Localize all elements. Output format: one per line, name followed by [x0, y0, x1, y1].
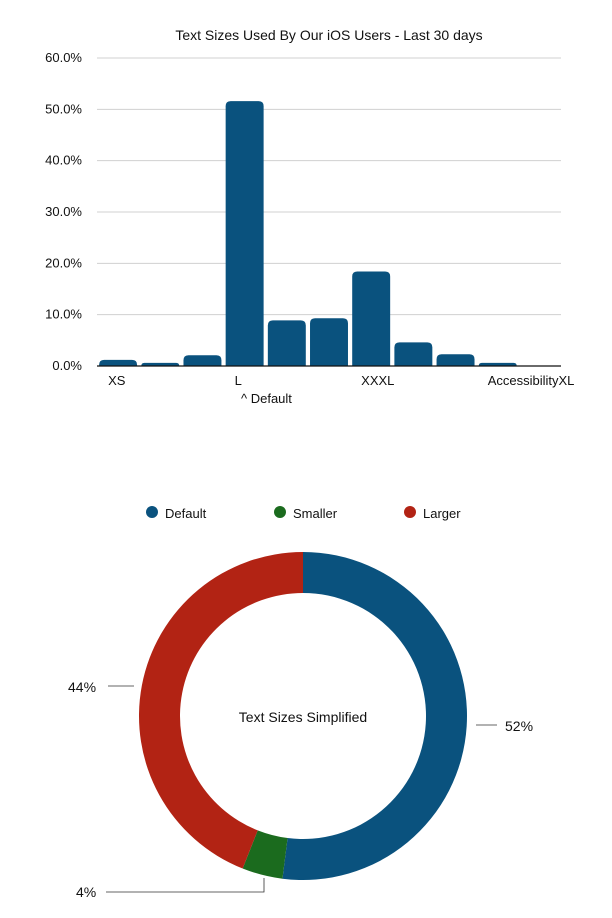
y-tick-label: 50.0% [45, 101, 82, 116]
pie-slice-smaller [242, 830, 288, 879]
legend-entry: Smaller [293, 506, 338, 521]
bar [141, 362, 180, 366]
pie-slice-default [282, 552, 468, 881]
bar-chart-x-axis: XS L XXXL AccessibilityXL [108, 373, 574, 388]
legend-entry: Larger [423, 506, 461, 521]
x-tick-label: AccessibilityXL [488, 373, 575, 388]
bar [478, 362, 517, 366]
bar [267, 320, 306, 366]
bar [99, 359, 138, 366]
bar [352, 271, 391, 366]
default-annotation: ^ Default [241, 391, 292, 406]
x-tick-label: XS [108, 373, 126, 388]
bar [183, 355, 222, 366]
legend-swatch [404, 506, 416, 518]
larger-slice-label: 44% [68, 679, 96, 695]
y-tick-label: 40.0% [45, 153, 82, 168]
bar [310, 318, 348, 366]
x-tick-label: L [235, 373, 242, 388]
bar [436, 354, 475, 366]
pie-slice-larger [138, 552, 303, 869]
smaller-label-leader [106, 878, 265, 893]
y-tick-label: 10.0% [45, 307, 82, 322]
legend-swatch [146, 506, 158, 518]
bar [225, 101, 264, 367]
bar-chart-bars [99, 101, 517, 367]
bar-chart-title: Text Sizes Used By Our iOS Users - Last … [175, 27, 482, 43]
pie-chart-slices [138, 552, 468, 881]
y-tick-label: 60.0% [45, 50, 82, 65]
legend-entry: Default [165, 506, 207, 521]
pie-chart-legend: Default Smaller Larger [146, 506, 461, 521]
smaller-slice-label: 4% [76, 884, 96, 900]
x-tick-label: XXXL [361, 373, 394, 388]
default-slice-label: 52% [505, 718, 533, 734]
y-tick-label: 20.0% [45, 255, 82, 270]
bar-chart-y-axis: 0.0% 10.0% 20.0% 30.0% 40.0% 50.0% 60.0% [45, 50, 82, 373]
y-tick-label: 30.0% [45, 204, 82, 219]
legend-swatch [274, 506, 286, 518]
y-tick-label: 0.0% [52, 358, 82, 373]
bar [394, 342, 433, 366]
bar-chart-gridlines [97, 57, 561, 316]
pie-chart-title: Text Sizes Simplified [239, 709, 367, 725]
